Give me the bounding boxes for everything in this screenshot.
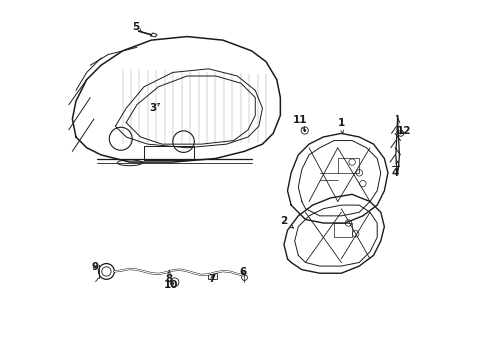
Text: 7: 7 (208, 274, 216, 284)
Bar (144, 145, 194, 160)
Text: 4: 4 (390, 161, 398, 178)
Text: 9: 9 (91, 262, 98, 272)
Text: 5: 5 (132, 22, 142, 32)
Text: 6: 6 (239, 267, 246, 277)
Text: 2: 2 (280, 216, 293, 228)
Bar (207, 273, 216, 279)
Bar (333, 223, 351, 237)
Circle shape (170, 278, 179, 287)
Text: 8: 8 (165, 271, 172, 284)
Circle shape (303, 129, 305, 132)
Circle shape (399, 132, 401, 134)
Text: 1: 1 (337, 118, 344, 134)
Text: 10: 10 (164, 280, 178, 290)
Bar (337, 158, 359, 173)
Text: 12: 12 (396, 126, 410, 135)
Text: 3: 3 (149, 103, 159, 113)
Text: 11: 11 (292, 115, 306, 130)
